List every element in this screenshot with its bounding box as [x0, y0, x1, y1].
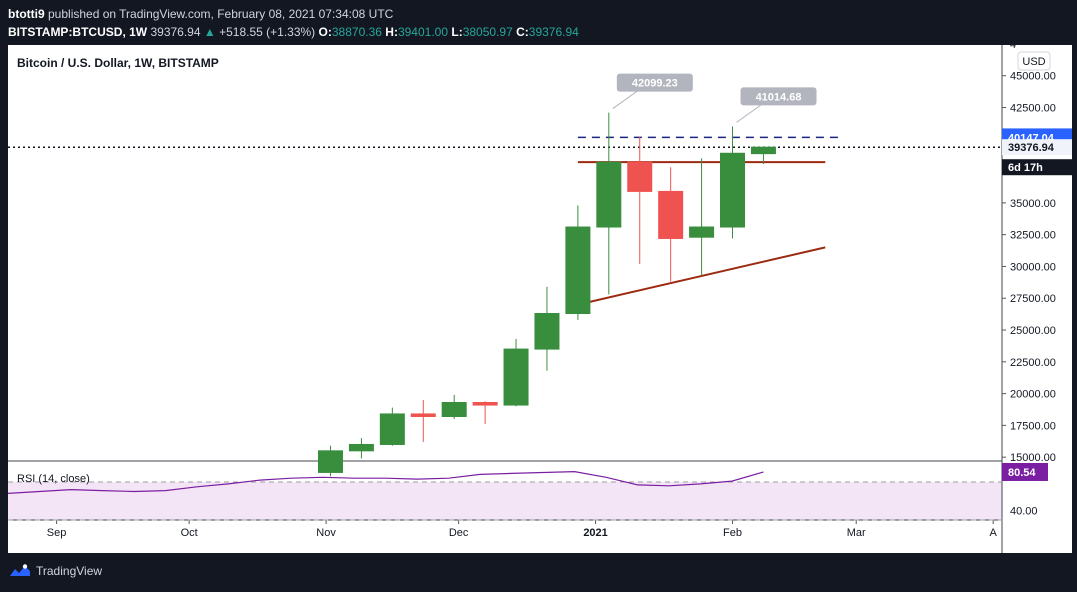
price-tick-label: 22500.00 — [1010, 357, 1056, 369]
candle-body — [317, 450, 343, 473]
rsi-label: RSI (14, close) — [17, 473, 90, 485]
rsi-line — [8, 470, 764, 494]
candle-body — [410, 413, 436, 417]
price-tick-label: 25000.00 — [1010, 325, 1056, 337]
time-tick-label: Sep — [47, 527, 67, 539]
annotation-leader — [736, 101, 765, 123]
price-tick-label: 4 — [1010, 45, 1016, 51]
last-price-badge: 39376.94 — [1008, 142, 1055, 154]
candle[interactable] — [720, 126, 746, 239]
low-label: L: — [451, 25, 463, 39]
candle[interactable] — [441, 394, 467, 420]
price-tick-label: 42500.00 — [1010, 102, 1056, 114]
candle-body — [689, 226, 715, 238]
price-tick-label: 35000.00 — [1010, 198, 1056, 210]
annotation-label: 42099.23 — [632, 78, 678, 90]
candle[interactable] — [658, 167, 684, 282]
price-tick-label: 45000.00 — [1010, 71, 1056, 83]
candle[interactable] — [534, 286, 560, 371]
time-tick-label: 2021 — [583, 527, 607, 539]
annotation-leader — [612, 88, 642, 109]
currency-badge-bg[interactable] — [1017, 51, 1051, 71]
candle-body — [503, 348, 529, 406]
price-tick-label: 27500.00 — [1010, 293, 1056, 305]
close-label: C: — [516, 25, 529, 39]
ohlc-legend: BITSTAMP:BTCUSD, 1W 39376.94 ▲ +518.55 (… — [8, 25, 579, 39]
candle-body — [658, 190, 684, 239]
price-tick-label: 17500.00 — [1010, 420, 1056, 432]
rsi-value-badge-bg — [1002, 462, 1048, 481]
time-tick-label: A — [989, 527, 997, 539]
annotation-box — [740, 87, 817, 106]
candle-body — [565, 226, 591, 314]
candle-body — [596, 161, 622, 228]
candle-body — [534, 312, 560, 350]
candle-body — [472, 402, 498, 406]
rsi-tick-label: 40.00 — [1010, 506, 1038, 518]
last-price-badge-bg — [1002, 139, 1072, 156]
change-arrow-icon: ▲ — [203, 25, 216, 39]
annotation-label: 41014.68 — [756, 91, 802, 103]
price-tick-label: 20000.00 — [1010, 389, 1056, 401]
candle[interactable] — [565, 205, 591, 320]
high-annotation[interactable]: 42099.23 — [612, 73, 693, 109]
open-label: O: — [318, 25, 332, 39]
change-value: +518.55 (+1.33%) — [219, 25, 316, 39]
close-value: 39376.94 — [528, 25, 579, 39]
low-value: 38050.97 — [462, 25, 513, 39]
tradingview-logo-icon[interactable] — [9, 563, 31, 579]
countdown-badge-bg — [1002, 159, 1072, 176]
time-tick-label: Mar — [847, 527, 866, 539]
candle[interactable] — [596, 112, 622, 295]
footer — [0, 553, 1077, 592]
time-tick-label: Nov — [316, 527, 336, 539]
candle[interactable] — [410, 399, 436, 442]
candle-body — [348, 443, 374, 452]
time-tick-label: Oct — [181, 527, 198, 539]
annotation-box — [616, 73, 693, 92]
candle[interactable] — [317, 445, 343, 477]
chart-header: btotti9 published on TradingView.com, Fe… — [0, 0, 1077, 44]
countdown-badge: 6d 17h — [1008, 162, 1043, 174]
publish-text: published on TradingView.com, February 0… — [48, 7, 394, 21]
high-label: H: — [385, 25, 398, 39]
candle-body — [720, 152, 746, 228]
chart-title: Bitcoin / U.S. Dollar, 1W, BITSTAMP — [17, 56, 219, 70]
time-tick-label: Dec — [449, 527, 469, 539]
price-tick-label: 32500.00 — [1010, 230, 1056, 242]
candle[interactable] — [472, 401, 498, 425]
candle-body — [627, 161, 653, 192]
open-value: 38870.36 — [331, 25, 382, 39]
time-tick-label: Feb — [723, 527, 742, 539]
price-tick-label: 30000.00 — [1010, 261, 1056, 273]
interval-label: 1W — [129, 25, 148, 39]
candle-body — [379, 413, 405, 445]
tradingview-brand[interactable]: TradingView — [36, 564, 103, 578]
candle[interactable] — [689, 158, 715, 276]
candle[interactable] — [348, 438, 374, 459]
candle[interactable] — [627, 136, 653, 264]
price-tick-label: 15000.00 — [1010, 452, 1056, 464]
candle[interactable] — [379, 407, 405, 446]
candle[interactable] — [503, 338, 529, 407]
rsi-value-badge: 80.54 — [1008, 467, 1036, 479]
ascending-trendline[interactable] — [577, 246, 826, 306]
rsi-band — [8, 482, 1002, 520]
candle[interactable] — [750, 146, 776, 165]
symbol-label: BITSTAMP:BTCUSD — [8, 25, 123, 39]
currency-badge[interactable]: USD — [1022, 56, 1045, 68]
publish-info: btotti9 published on TradingView.com, Fe… — [8, 7, 393, 21]
last-price: 39376.94 — [150, 25, 201, 39]
candle-body — [750, 146, 776, 155]
publisher-name[interactable]: btotti9 — [8, 7, 45, 21]
high-value: 39401.00 — [397, 25, 449, 39]
high-annotation[interactable]: 41014.68 — [736, 87, 817, 123]
candle-body — [441, 402, 467, 417]
